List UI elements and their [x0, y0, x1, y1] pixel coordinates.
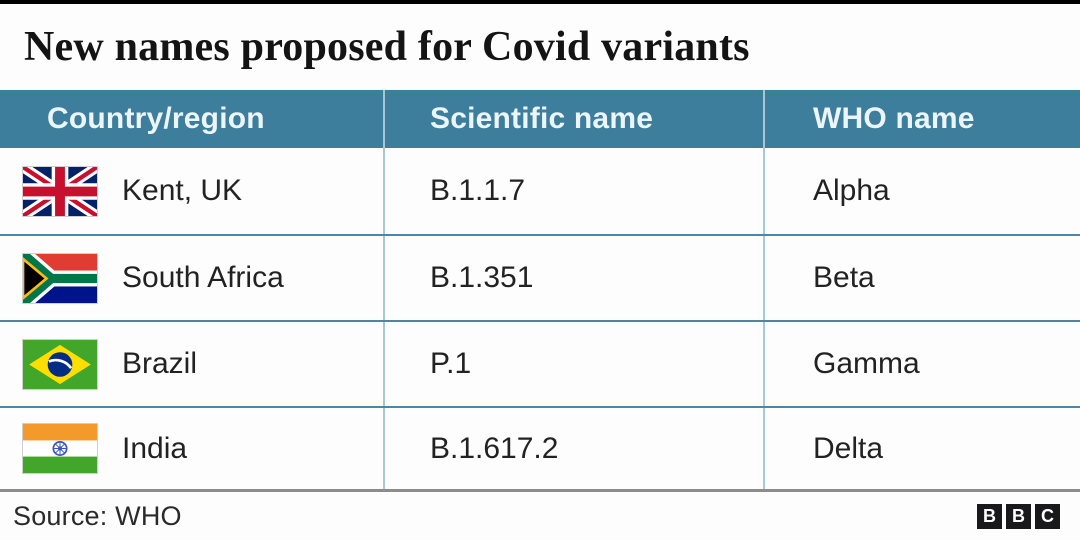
who-name-cell: Delta	[763, 408, 1080, 489]
table-header-row: Country/region Scientific name WHO name	[0, 90, 1080, 148]
top-black-strip	[0, 0, 1080, 4]
column-header-country: Country/region	[47, 102, 265, 135]
country-label: Kent, UK	[122, 174, 243, 207]
country-cell: South Africa	[0, 236, 383, 320]
scientific-name-cell: B.1.1.7	[383, 148, 763, 234]
uk-flag-icon	[22, 165, 98, 217]
table-row: South Africa B.1.351 Beta	[0, 234, 1080, 320]
footer: Source: WHO B B C	[0, 492, 1080, 540]
column-header-scientific-name: Scientific name	[383, 90, 763, 148]
bbc-logo: B B C	[977, 503, 1060, 529]
scientific-name-cell: P.1	[383, 322, 763, 406]
india-flag-icon	[22, 423, 98, 474]
table-row: Kent, UK B.1.1.7 Alpha	[0, 148, 1080, 234]
column-header-who-name: WHO name	[763, 90, 1080, 148]
table-row: Brazil P.1 Gamma	[0, 320, 1080, 406]
scientific-name-cell: B.1.351	[383, 236, 763, 320]
source-label: Source: WHO	[13, 500, 182, 531]
bbc-logo-block: C	[1035, 503, 1060, 529]
country-cell: Brazil	[0, 322, 383, 406]
country-label: India	[122, 431, 188, 465]
title-area: New names proposed for Covid variants	[0, 4, 1080, 90]
bbc-logo-block: B	[977, 503, 1002, 529]
country-cell: Kent, UK	[0, 148, 383, 234]
who-name-cell: Alpha	[763, 148, 1080, 234]
who-name-cell: Gamma	[763, 322, 1080, 406]
country-cell: India	[0, 408, 383, 489]
page-title: New names proposed for Covid variants	[24, 24, 750, 70]
table-row: India B.1.617.2 Delta	[0, 406, 1080, 492]
country-label: Brazil	[122, 347, 198, 380]
scientific-name-cell: B.1.617.2	[383, 408, 763, 489]
bbc-logo-block: B	[1006, 503, 1031, 529]
south-africa-flag-icon	[22, 252, 98, 304]
brazil-flag-icon	[22, 338, 98, 390]
country-label: South Africa	[122, 261, 284, 294]
who-name-cell: Beta	[763, 236, 1080, 320]
